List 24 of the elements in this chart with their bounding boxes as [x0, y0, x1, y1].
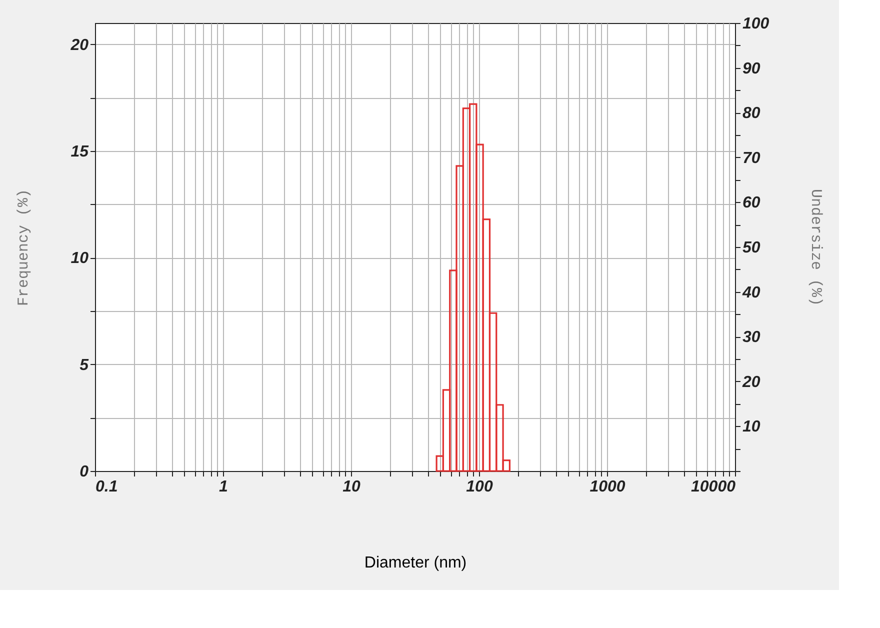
- x-tick-label: 10: [342, 478, 360, 496]
- y-tick-label: 10: [70, 250, 89, 268]
- y-tick-label: 0: [80, 464, 89, 480]
- y-tick-label: 15: [70, 144, 90, 160]
- y2-tick-label: 100: [742, 16, 770, 32]
- y2-tick-label: 50: [742, 240, 760, 256]
- y2-axis-title: Undersize (%): [807, 188, 824, 306]
- x-tick-label: 1: [219, 478, 228, 496]
- x-tick-label: 10000: [691, 478, 736, 496]
- y2-tick-label: 90: [742, 60, 760, 78]
- y2-tick-label: 60: [742, 194, 760, 212]
- y2-tick-label: 20: [742, 374, 760, 391]
- y2-tick-label: 10: [742, 418, 760, 436]
- x-tick-label: 1000: [590, 478, 626, 496]
- x-tick-label: 0.1: [96, 478, 118, 496]
- x-axis-title: Diameter (nm): [364, 554, 467, 572]
- y-tick-label: 20: [70, 36, 89, 54]
- x-tick-label: 100: [466, 478, 493, 496]
- y2-tick-label: 30: [742, 329, 760, 346]
- y2-tick-label: 70: [742, 150, 760, 167]
- y-tick-label: 5: [80, 356, 90, 374]
- y2-tick-label: 40: [742, 284, 760, 302]
- y-axis-title: Frequency (%): [16, 188, 33, 306]
- y2-tick-label: 80: [742, 105, 760, 122]
